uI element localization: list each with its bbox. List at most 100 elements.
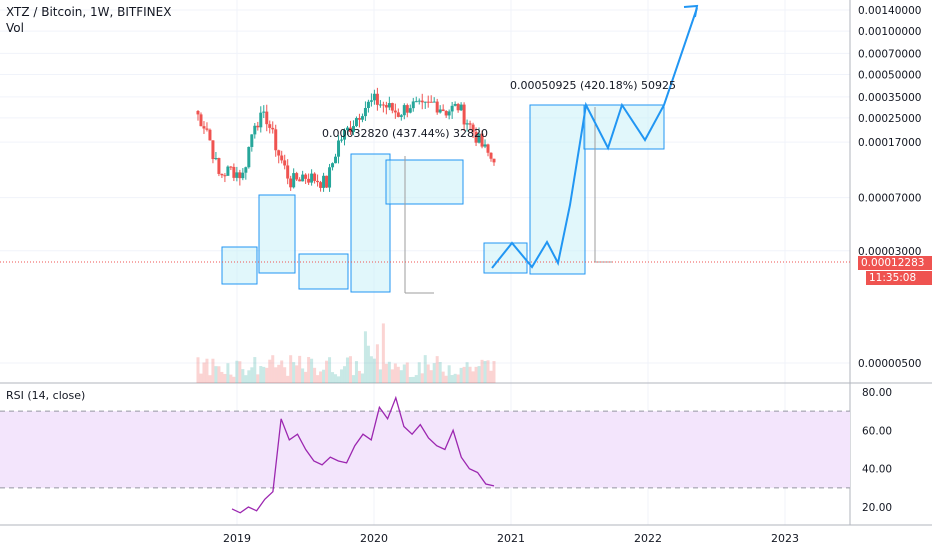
- candle-body: [322, 175, 326, 188]
- candle-body: [381, 104, 385, 106]
- candle-body: [405, 105, 409, 113]
- volume-bar: [405, 362, 409, 383]
- candle-body: [343, 130, 346, 140]
- measure-annotation: 0.00050925 (420.18%) 50925: [510, 79, 676, 92]
- time-tick-label: 2023: [771, 532, 799, 545]
- candle-body: [462, 104, 466, 125]
- price-tick-label: 0.00140000: [858, 5, 921, 17]
- volume-bar: [426, 364, 430, 383]
- candle-body: [295, 173, 299, 180]
- volume-bar: [486, 360, 490, 383]
- volume-bar: [378, 369, 382, 383]
- volume-bar: [411, 376, 415, 383]
- candle-body: [316, 180, 320, 183]
- volume-bar: [387, 361, 391, 383]
- volume-bar: [375, 344, 379, 383]
- volume-bar: [459, 367, 463, 383]
- volume-bar: [250, 367, 254, 383]
- candle-body: [390, 103, 394, 111]
- volume-bar: [417, 362, 421, 383]
- candle-body: [423, 101, 427, 103]
- rsi-line: [231, 395, 495, 514]
- candle-body: [256, 125, 260, 128]
- candle-body: [205, 128, 209, 130]
- volume-bar: [199, 373, 203, 383]
- volume-bar: [229, 374, 233, 383]
- candle-body: [217, 158, 221, 174]
- volume-bar: [456, 374, 460, 383]
- volume-bar: [316, 375, 320, 383]
- volume-bar: [280, 360, 284, 383]
- volume-bar: [357, 370, 361, 383]
- symbol-title[interactable]: XTZ / Bitcoin, 1W, BITFINEX: [6, 5, 172, 19]
- volume-bar: [399, 370, 403, 383]
- candle-body: [259, 112, 263, 128]
- candle-body: [304, 174, 308, 179]
- candle-body: [384, 105, 388, 108]
- candle-body: [483, 144, 487, 147]
- candle-body: [399, 115, 403, 117]
- candle-body: [211, 140, 215, 160]
- candle-body: [486, 144, 490, 153]
- volume-bar: [390, 369, 394, 383]
- candle-body: [477, 133, 481, 143]
- volume-bar: [360, 373, 364, 383]
- volume-bar: [483, 360, 487, 383]
- rsi-band: [0, 410, 850, 489]
- volume-bar: [220, 371, 224, 383]
- volume-bar: [202, 362, 206, 383]
- projection-line: [491, 7, 698, 269]
- rsi-tick-label: 20.00: [862, 502, 892, 514]
- candle-body: [277, 150, 281, 156]
- rsi-band-fill: [0, 411, 850, 488]
- candle-body: [474, 131, 478, 143]
- candle-body: [307, 178, 311, 183]
- volume-bar: [480, 359, 484, 383]
- volume-bar: [393, 363, 397, 383]
- candle-body: [268, 124, 272, 128]
- time-tick-label: 2021: [497, 532, 525, 545]
- volume-bar: [289, 355, 293, 383]
- rsi-title[interactable]: RSI (14, close): [6, 389, 86, 402]
- candle-body: [280, 155, 284, 161]
- volume-bar: [241, 369, 245, 383]
- price-tick-label: 0.00050000: [858, 70, 921, 82]
- volume-bar: [223, 373, 227, 383]
- candle-body: [310, 173, 314, 183]
- volume-bar: [196, 357, 200, 383]
- rsi-tick-label: 40.00: [862, 464, 892, 476]
- volume-bar: [477, 366, 481, 383]
- volume-bar: [471, 371, 475, 383]
- volume-bar: [432, 363, 436, 383]
- candle-body: [408, 108, 412, 113]
- volume-bar: [268, 359, 272, 383]
- volume-bar: [295, 365, 299, 383]
- candle-body: [325, 175, 329, 188]
- candle-body: [387, 103, 391, 108]
- candle-body: [244, 167, 248, 173]
- price-tick-label: 0.00000500: [858, 358, 921, 370]
- volume-bar: [226, 363, 230, 383]
- volume-bar: [208, 375, 212, 383]
- range-box: [385, 159, 464, 205]
- vol-label[interactable]: Vol: [6, 21, 24, 35]
- volume-bar: [253, 357, 257, 383]
- volume-bar: [345, 357, 349, 383]
- candle-body: [283, 160, 287, 166]
- candle-body: [241, 172, 245, 179]
- candle-body: [471, 124, 475, 132]
- range-box: [483, 242, 528, 274]
- volume-bar: [348, 356, 352, 383]
- volume-bar: [235, 360, 239, 383]
- candle-body: [438, 109, 442, 113]
- candle-body: [334, 156, 338, 164]
- measure-box-2: [529, 104, 586, 275]
- candle-body: [369, 100, 373, 102]
- volume-bar: [414, 375, 418, 383]
- candle-body: [313, 173, 317, 181]
- volume-bar: [435, 356, 439, 383]
- volume-bar: [438, 362, 442, 383]
- volume-bar: [211, 358, 215, 383]
- candle-body: [328, 167, 332, 188]
- candle-body: [271, 127, 275, 130]
